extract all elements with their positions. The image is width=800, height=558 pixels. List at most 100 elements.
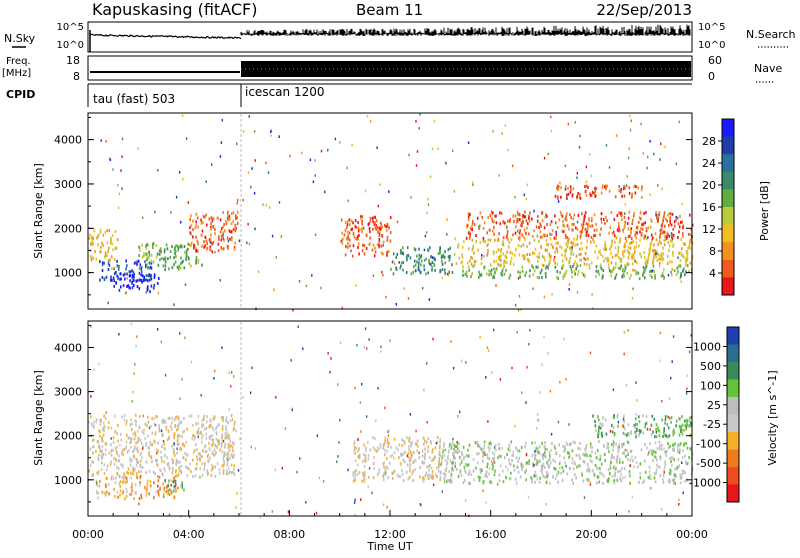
scatter-cell-1 xyxy=(158,475,161,479)
scatter-cell-7 xyxy=(662,274,664,278)
scatter-cell-4 xyxy=(572,440,575,444)
scatter-cell-9 xyxy=(620,213,622,217)
scatter-speckle xyxy=(585,180,587,184)
scatter-cell-4 xyxy=(577,446,579,450)
scatter-cell-0 xyxy=(155,459,157,463)
scatter-cell-7 xyxy=(521,269,524,273)
scatter-cell-4 xyxy=(662,480,665,484)
scatter-cell-8 xyxy=(533,251,536,255)
scatter-cell-9 xyxy=(473,223,476,226)
scatter-cell-7 xyxy=(615,273,618,277)
scatter-cell-9 xyxy=(643,234,646,238)
scatter-cell-9 xyxy=(690,228,693,232)
scatter-cell-9 xyxy=(671,212,674,216)
scatter-cell-4 xyxy=(491,481,493,485)
scatter-speckle xyxy=(623,352,625,356)
scatter-cell-0 xyxy=(114,247,117,251)
scatter-cell-4 xyxy=(582,459,585,463)
scatter-speckle xyxy=(190,360,193,364)
scatter-cell-3 xyxy=(416,442,418,446)
scatter-cell-3 xyxy=(412,469,415,473)
scatter-cell-0 xyxy=(147,420,150,424)
scatter-cell-7 xyxy=(465,270,468,274)
scatter-cell-4 xyxy=(464,462,467,466)
scatter-speckle xyxy=(280,235,283,238)
scatter-cell-4 xyxy=(604,453,606,456)
scatter-cell-3 xyxy=(173,247,176,251)
scatter-speckle xyxy=(576,220,579,224)
scatter-cell-3 xyxy=(389,455,392,459)
scatter-cell-9 xyxy=(529,211,531,215)
scatter-cell-3 xyxy=(195,261,197,265)
scatter-cell-3 xyxy=(158,249,161,253)
scatter-cell-5 xyxy=(346,225,348,229)
scatter-cell-0 xyxy=(163,460,166,464)
scatter-cell-4 xyxy=(550,448,552,452)
scatter-cell-8 xyxy=(497,248,500,252)
scatter-speckle xyxy=(624,203,626,206)
scatter-cell-4 xyxy=(639,471,641,475)
scatter-cell-8 xyxy=(545,242,548,246)
scatter-cell-3 xyxy=(391,453,394,457)
scatter-cell-4 xyxy=(442,448,444,452)
scatter-cell-9 xyxy=(660,230,662,234)
scatter-cell-0 xyxy=(129,463,132,467)
scatter-cell-9 xyxy=(502,236,505,240)
scatter-speckle xyxy=(298,279,301,283)
scatter-cell-2 xyxy=(133,279,135,282)
scatter-cell-9 xyxy=(479,211,482,215)
scatter-cell-9 xyxy=(677,216,679,220)
scatter-speckle xyxy=(609,430,612,433)
scatter-cell-4 xyxy=(232,219,235,223)
scatter-cell-4 xyxy=(204,236,207,239)
scatter-cell-4 xyxy=(578,464,581,468)
scatter-cell-1 xyxy=(104,493,107,497)
scatter-speckle xyxy=(452,437,454,441)
scatter-cell-0 xyxy=(203,461,206,465)
scatter-cell-0 xyxy=(95,257,98,261)
scatter-cell-0 xyxy=(203,467,206,471)
scatter-cell-4 xyxy=(611,453,613,457)
scatter-cell-0 xyxy=(199,454,202,458)
scatter-speckle xyxy=(557,420,560,424)
scatter-cell-0 xyxy=(195,422,197,426)
scatter-cell-10 xyxy=(618,189,620,192)
scatter-cell-3 xyxy=(362,474,365,478)
scatter-cell-4 xyxy=(657,465,659,469)
scatter-cell-8 xyxy=(579,247,581,251)
scatter-cell-7 xyxy=(677,270,679,274)
scatter-cell-8 xyxy=(598,250,600,254)
scatter-cell-0 xyxy=(125,422,128,426)
scatter-cell-6 xyxy=(390,267,392,271)
scatter-cell-0 xyxy=(135,441,137,445)
scatter-cell-4 xyxy=(189,231,192,235)
scatter-speckle xyxy=(339,341,342,345)
scatter-cell-5 xyxy=(367,223,370,227)
scatter-cell-4 xyxy=(639,462,642,466)
scatter-speckle xyxy=(576,291,579,294)
scatter-cell-0 xyxy=(193,437,196,441)
scatter-cell-8 xyxy=(656,251,659,255)
scatter-cell-0 xyxy=(114,430,116,434)
scatter-cell-8 xyxy=(631,262,634,266)
scatter-cell-7 xyxy=(547,266,549,270)
scatter-cell-7 xyxy=(679,276,681,280)
scatter-cell-9 xyxy=(546,215,548,218)
scatter-cell-4 xyxy=(572,482,574,485)
scatter-cell-8 xyxy=(538,252,541,256)
scatter-cell-8 xyxy=(689,240,691,244)
scatter-cell-0 xyxy=(211,426,214,430)
scatter-cell-5 xyxy=(365,233,368,237)
scatter-cell-8 xyxy=(631,255,633,259)
scatter-cell-0 xyxy=(232,455,234,459)
scatter-cell-9 xyxy=(660,226,663,230)
scatter-cell-4 xyxy=(641,481,644,485)
scatter-cell-1 xyxy=(170,491,173,495)
scatter-cell-5 xyxy=(386,238,389,242)
scatter-cell-4 xyxy=(684,471,686,475)
scatter-cell-0 xyxy=(97,243,99,247)
scatter-speckle xyxy=(369,120,372,123)
scatter-speckle xyxy=(271,510,273,513)
scatter-speckle xyxy=(573,213,576,217)
